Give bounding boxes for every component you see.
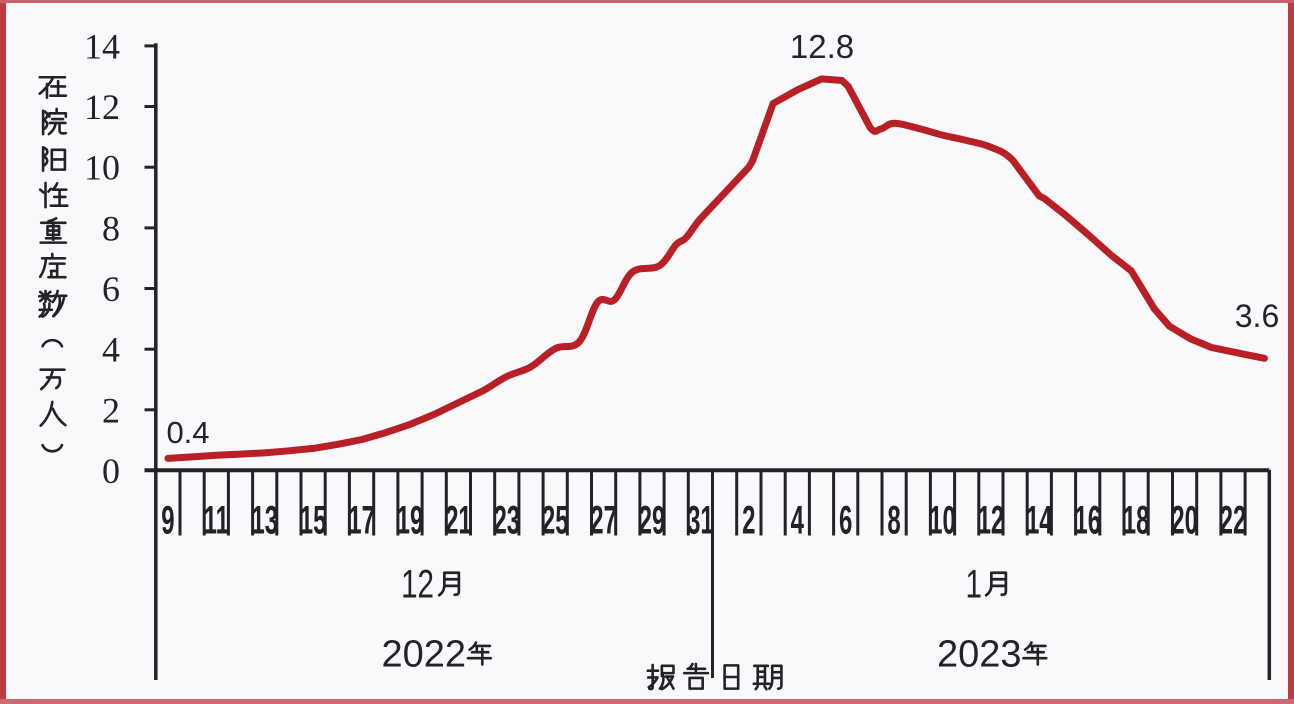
svg-text:2023: 2023: [937, 634, 1022, 676]
svg-text:0.4: 0.4: [166, 415, 209, 450]
svg-text:16: 16: [1074, 497, 1101, 542]
svg-text:12: 12: [978, 497, 1005, 542]
svg-text:3.6: 3.6: [1235, 298, 1279, 334]
svg-text:12: 12: [401, 562, 434, 606]
svg-text:12.8: 12.8: [790, 28, 854, 65]
svg-text:18: 18: [1123, 497, 1150, 542]
svg-text:14: 14: [84, 26, 120, 66]
svg-text:27: 27: [590, 497, 617, 542]
svg-text:20: 20: [1171, 497, 1198, 542]
svg-text:12: 12: [84, 87, 120, 127]
svg-text:11: 11: [204, 497, 229, 542]
svg-text:8: 8: [102, 208, 120, 248]
svg-text:8: 8: [887, 497, 900, 542]
svg-text:13: 13: [251, 497, 278, 542]
svg-text:1: 1: [966, 562, 982, 606]
svg-text:19: 19: [397, 497, 424, 542]
svg-text:10: 10: [929, 497, 956, 542]
svg-text:14: 14: [1026, 497, 1053, 542]
svg-text:6: 6: [839, 497, 852, 542]
svg-text:25: 25: [542, 497, 569, 542]
svg-text:2: 2: [102, 390, 120, 430]
svg-text:29: 29: [639, 497, 666, 542]
svg-text:23: 23: [493, 497, 520, 542]
svg-text:6: 6: [102, 269, 120, 309]
svg-text:17: 17: [348, 497, 375, 542]
svg-text:15: 15: [300, 497, 327, 542]
svg-text:2022: 2022: [381, 634, 466, 676]
svg-text:21: 21: [445, 497, 472, 542]
svg-text:2: 2: [742, 497, 755, 542]
svg-text:9: 9: [161, 497, 174, 542]
svg-text:10: 10: [84, 148, 120, 188]
svg-text:31: 31: [687, 497, 714, 542]
svg-text:4: 4: [102, 330, 120, 370]
svg-text:22: 22: [1220, 497, 1247, 542]
svg-text:4: 4: [791, 497, 805, 542]
svg-text:0: 0: [102, 451, 120, 491]
